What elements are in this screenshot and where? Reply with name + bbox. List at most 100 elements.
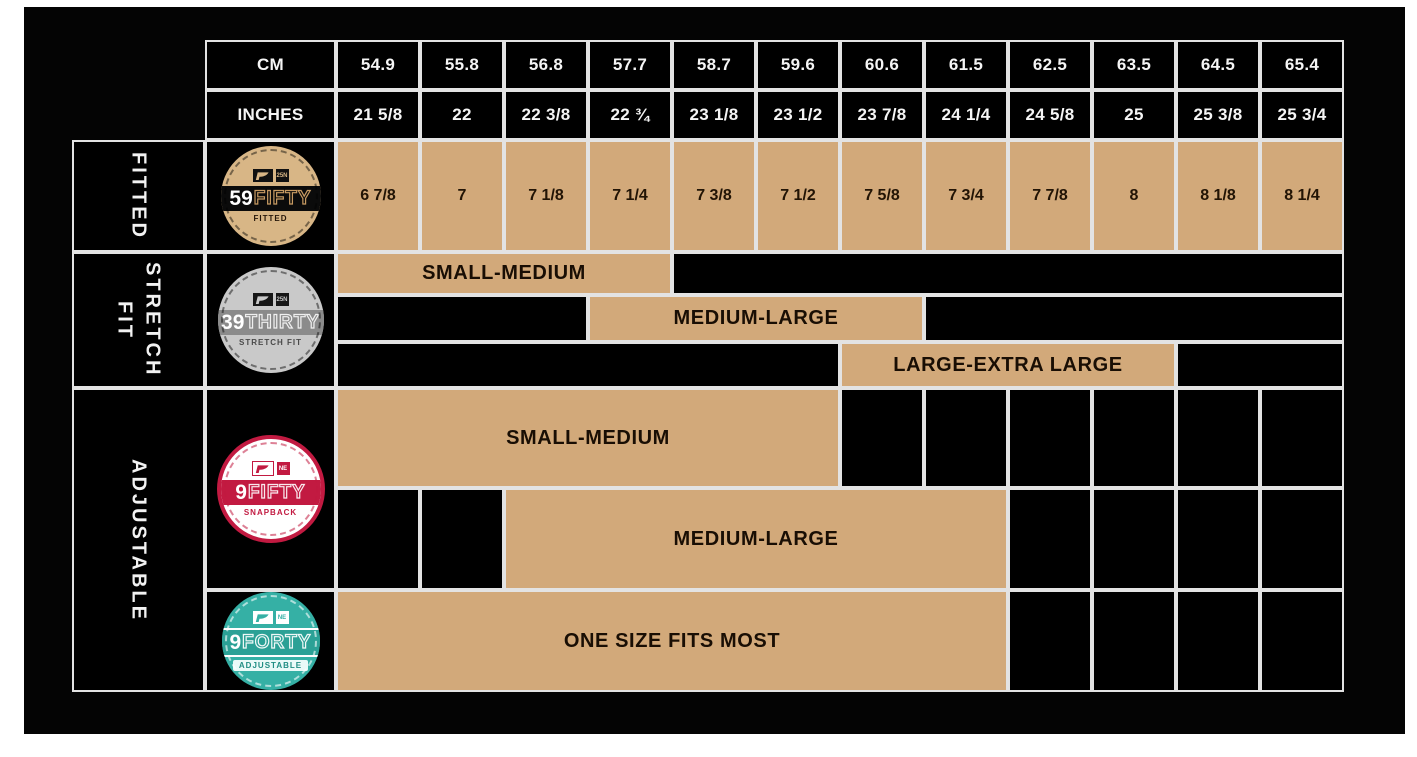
inches-value-cell: 25 3/4	[1260, 90, 1344, 140]
stretch-medium-large-band: MEDIUM-LARGE	[588, 295, 924, 342]
inches-value: 25	[1124, 105, 1144, 124]
fitted-size: 7	[457, 187, 467, 204]
fitted-size: 7 1/4	[612, 187, 648, 204]
empty-cell	[1092, 388, 1176, 488]
adjustable-row-label-cell: ADJUSTABLE	[72, 388, 205, 692]
new-era-flag-icon	[252, 611, 273, 624]
inches-value: 25 3/4	[1277, 105, 1327, 124]
empty-cell	[336, 488, 420, 590]
stretch-row1-empty-band	[672, 252, 1344, 295]
band-label: LARGE-EXTRA LARGE	[893, 353, 1123, 376]
cm-value: 54.9	[360, 55, 396, 74]
cm-header-label: CM	[256, 55, 285, 74]
9fifty-badge: NE 9 FIFTY SNAPBACK	[216, 435, 325, 543]
inches-value-cell: 22 3/8	[504, 90, 588, 140]
9forty-badge: NE 9 FORTY ADJUSTABLE	[221, 592, 320, 690]
badge-subtitle: FITTED	[253, 214, 288, 223]
cm-value-cell: 64.5	[1176, 40, 1260, 90]
fitted-size: 7 3/4	[948, 187, 984, 204]
inches-value-cell: 25 3/8	[1176, 90, 1260, 140]
cm-value-cell: 63.5	[1092, 40, 1176, 90]
stretch-row3-empty-band	[1176, 342, 1344, 388]
empty-cell	[1008, 488, 1092, 590]
inches-header-label: INCHES	[237, 105, 304, 124]
inches-value-cell: 22	[420, 90, 504, 140]
fitted-size: 8 1/4	[1284, 187, 1320, 204]
stretch-small-medium-band: SMALL-MEDIUM	[336, 252, 672, 295]
cm-header-cell: CM	[205, 40, 336, 90]
fitted-size-cell: 7 3/8	[672, 140, 756, 252]
cm-value: 61.5	[948, 55, 984, 74]
empty-cell	[1176, 388, 1260, 488]
inches-value-cell: 24 5/8	[1008, 90, 1092, 140]
cm-value-cell: 60.6	[840, 40, 924, 90]
empty-cell	[420, 488, 504, 590]
fitted-size: 7 3/8	[696, 187, 732, 204]
band-label: MEDIUM-LARGE	[673, 527, 839, 550]
anniversary-mark-icon: NE	[275, 611, 289, 624]
adjustable-small-medium-band: SMALL-MEDIUM	[336, 388, 840, 488]
empty-cell	[1260, 590, 1344, 692]
stretch-fit-row-label-cell: STRETCH FIT	[72, 252, 205, 388]
inches-value: 22 3/8	[521, 105, 571, 124]
empty-cell	[1008, 388, 1092, 488]
fitted-size: 7 1/2	[780, 187, 816, 204]
stretch-row2-empty-band	[924, 295, 1344, 342]
inches-value: 24 1/4	[941, 105, 991, 124]
fitted-size-cell: 7 7/8	[1008, 140, 1092, 252]
fitted-size-cell: 8	[1092, 140, 1176, 252]
inches-value-cell: 25	[1092, 90, 1176, 140]
fitted-size-cell: 7 1/2	[756, 140, 840, 252]
inches-value: 25 3/8	[1193, 105, 1243, 124]
9fifty-badge-cell: NE 9 FIFTY SNAPBACK	[205, 388, 336, 590]
empty-cell	[1176, 488, 1260, 590]
empty-cell	[1176, 590, 1260, 692]
badge-word: FIFTY	[247, 482, 306, 503]
cm-value-cell: 65.4	[1260, 40, 1344, 90]
stretch-row2-empty-band	[336, 295, 588, 342]
anniversary-mark-icon: 25N	[275, 293, 289, 306]
cm-value: 55.8	[444, 55, 480, 74]
fitted-size-cell: 7	[420, 140, 504, 252]
adjustable-medium-large-band: MEDIUM-LARGE	[504, 488, 1008, 590]
empty-cell	[924, 388, 1008, 488]
fitted-size: 6 7/8	[360, 187, 396, 204]
empty-cell	[1092, 590, 1176, 692]
badge-subtitle: STRETCH FIT	[239, 338, 302, 347]
inches-value: 23 7/8	[857, 105, 907, 124]
badge-number: 9	[229, 631, 242, 654]
fitted-size: 8 1/8	[1200, 187, 1236, 204]
new-era-flag-icon	[252, 169, 273, 182]
badge-subtitle: ADJUSTABLE	[232, 660, 309, 671]
badge-band: 59 FIFTY	[220, 186, 321, 211]
size-chart-card: CM 54.9 55.8 56.8 57.7 58.7 59.6 60.6 61…	[24, 7, 1405, 734]
adjustable-one-size-band: ONE SIZE FITS MOST	[336, 590, 1008, 692]
cm-value-cell: 58.7	[672, 40, 756, 90]
cm-value: 57.7	[612, 55, 648, 74]
cm-value-cell: 59.6	[756, 40, 840, 90]
39thirty-badge: 25N 39 THIRTY STRETCH FIT	[217, 267, 324, 373]
badge-word: FORTY	[242, 632, 312, 653]
cm-value: 62.5	[1032, 55, 1068, 74]
39thirty-badge-cell: 25N 39 THIRTY STRETCH FIT	[205, 252, 336, 388]
badge-subtitle: SNAPBACK	[243, 508, 298, 517]
anniversary-mark-icon: 25N	[275, 169, 289, 182]
new-era-flag-icon	[252, 293, 273, 306]
fitted-size-cell: 7 5/8	[840, 140, 924, 252]
inches-value: 23 1/2	[773, 105, 823, 124]
cm-value: 64.5	[1200, 55, 1236, 74]
inches-value-cell: 23 1/8	[672, 90, 756, 140]
badge-logo-row: NE	[252, 611, 289, 624]
badge-logo-row: 25N	[252, 169, 289, 182]
empty-cell	[1092, 488, 1176, 590]
fitted-size-cell: 7 1/8	[504, 140, 588, 252]
fitted-size-cell: 8 1/4	[1260, 140, 1344, 252]
badge-band: 9 FORTY	[221, 628, 320, 657]
badge-logo-row: NE	[251, 461, 290, 476]
59fifty-badge: 25N 59 FIFTY FITTED	[220, 146, 321, 246]
inches-value: 23 1/8	[689, 105, 739, 124]
band-label: MEDIUM-LARGE	[673, 307, 839, 329]
cm-value: 59.6	[780, 55, 816, 74]
stretch-fit-row-label: STRETCH FIT	[113, 262, 164, 378]
empty-cell	[840, 388, 924, 488]
